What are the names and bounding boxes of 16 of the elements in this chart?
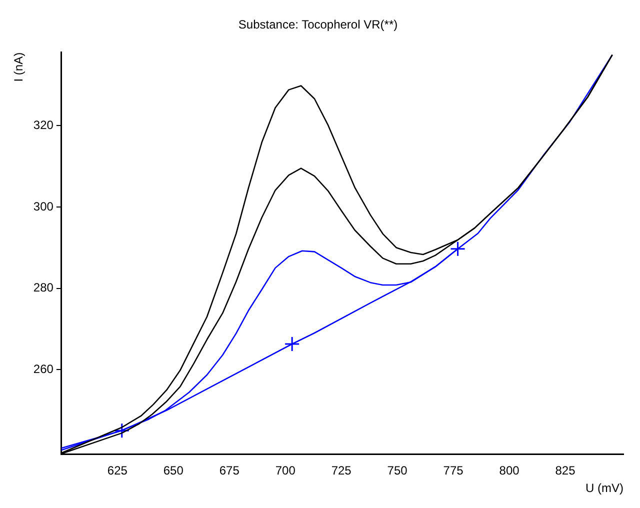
chart-title: Substance: Tocopherol VR(**) xyxy=(238,18,398,32)
y-tick-label: 260 xyxy=(33,362,54,376)
y-tick-label: 280 xyxy=(33,280,54,295)
x-tick-label: 750 xyxy=(387,464,408,478)
x-tick-label: 625 xyxy=(107,464,128,478)
x-axis-title: U (mV) xyxy=(586,481,624,496)
x-tick-label: 775 xyxy=(443,464,464,478)
x-tick-label: 825 xyxy=(555,464,576,478)
x-tick-label: 675 xyxy=(219,464,240,478)
y-tick-label: 300 xyxy=(33,199,54,214)
y-tick-label: 320 xyxy=(33,118,54,132)
x-tick-label: 700 xyxy=(275,464,296,478)
x-tick-label: 725 xyxy=(331,464,352,478)
x-tick-label: 800 xyxy=(499,464,520,478)
y-axis-title: I (nA) xyxy=(12,52,26,82)
x-tick-label: 650 xyxy=(163,464,184,478)
